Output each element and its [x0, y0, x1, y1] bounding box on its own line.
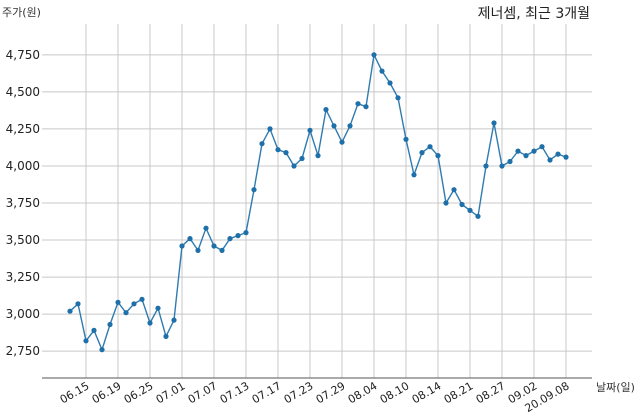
data-point: [75, 301, 81, 307]
data-point: [147, 320, 153, 326]
data-point: [499, 163, 505, 169]
y-tick-label: 4,500: [6, 85, 40, 99]
data-point: [427, 144, 433, 150]
data-point: [299, 155, 305, 162]
data-point: [99, 347, 105, 353]
x-tick-label: 08.27: [474, 379, 508, 406]
y-axis-label: 주가(원): [2, 6, 41, 19]
data-point: [387, 80, 393, 86]
data-point: [523, 153, 529, 159]
data-point: [283, 150, 289, 156]
x-axis-label: 날짜(일): [596, 380, 635, 394]
x-tick-label: 07.01: [154, 379, 188, 406]
data-point: [355, 101, 361, 107]
y-tick-label: 3,000: [6, 307, 40, 321]
data-point: [451, 187, 457, 193]
x-tick-label: 07.29: [314, 379, 348, 406]
y-tick-label: 4,250: [6, 122, 40, 136]
data-point: [411, 172, 417, 178]
data-point: [67, 308, 73, 314]
y-tick-label: 3,250: [6, 270, 40, 284]
price-series-points: [67, 52, 569, 353]
data-point: [315, 153, 321, 159]
data-point: [275, 147, 281, 153]
data-point: [371, 52, 377, 58]
data-point: [267, 126, 273, 132]
data-point: [91, 327, 97, 333]
data-point: [139, 296, 145, 302]
x-tick-label: 07.07: [186, 379, 220, 406]
data-point: [379, 68, 385, 74]
data-point: [475, 213, 481, 219]
x-tick-label: 07.13: [218, 379, 252, 406]
data-point: [163, 333, 169, 339]
data-point: [331, 123, 337, 129]
x-tick-label: 06.15: [58, 379, 92, 406]
data-point: [483, 163, 489, 169]
data-point: [323, 107, 329, 113]
data-point: [211, 243, 217, 249]
data-point: [291, 163, 297, 169]
x-tick-label: 06.19: [90, 379, 124, 406]
data-point: [531, 148, 537, 154]
y-tick-label: 2,750: [6, 344, 40, 358]
data-point: [363, 104, 369, 110]
y-tick-label: 3,750: [6, 196, 40, 210]
x-tick-label: 06.25: [122, 379, 156, 406]
data-point: [459, 201, 465, 208]
price-series-line: [69, 52, 567, 352]
data-point: [115, 299, 121, 305]
data-point: [307, 127, 313, 133]
y-tick-label: 4,750: [6, 48, 40, 62]
data-point: [339, 139, 345, 145]
data-point: [171, 317, 177, 323]
data-point: [555, 151, 561, 157]
chart-title: 제너셈, 최근 3개월: [478, 6, 590, 22]
data-point: [491, 120, 497, 126]
data-point: [203, 225, 209, 231]
data-point: [443, 200, 449, 206]
data-point: [131, 301, 137, 307]
x-tick-label: 08.04: [346, 379, 380, 406]
data-point: [547, 157, 553, 163]
data-point: [395, 95, 401, 101]
data-point: [539, 144, 545, 150]
y-gridlines: [42, 54, 592, 352]
x-tick-label: 07.23: [282, 379, 316, 406]
data-point: [107, 321, 113, 328]
data-point: [259, 141, 265, 147]
data-point: [507, 158, 513, 165]
x-tick-labels: 06.1506.1906.2507.0107.0707.1307.1707.23…: [58, 379, 572, 415]
data-point: [155, 305, 161, 311]
data-point: [227, 236, 233, 242]
data-point: [347, 123, 353, 129]
x-tick-label: 08.21: [442, 379, 476, 406]
data-point: [403, 136, 409, 142]
data-point: [219, 247, 225, 253]
data-point: [187, 236, 193, 242]
data-point: [251, 187, 257, 193]
x-tick-label: 08.10: [378, 379, 412, 406]
data-point: [419, 150, 425, 156]
data-point: [179, 243, 185, 249]
data-point: [195, 247, 201, 253]
x-tick-label: 07.17: [250, 379, 284, 406]
data-point: [467, 207, 473, 213]
y-tick-label: 3,500: [6, 233, 40, 247]
data-point: [123, 310, 129, 316]
x-gridlines: [85, 24, 567, 378]
data-point: [435, 153, 441, 159]
data-point: [515, 148, 521, 154]
data-point: [563, 154, 569, 160]
y-tick-labels: 2,750 3,000 3,250 3,500 3,750 4,000 4,250 4,500…: [6, 48, 40, 358]
data-point: [243, 230, 249, 236]
x-tick-label: 08.14: [410, 379, 444, 406]
data-point: [235, 233, 241, 239]
y-tick-label: 4,000: [6, 159, 40, 173]
data-point: [83, 338, 89, 344]
